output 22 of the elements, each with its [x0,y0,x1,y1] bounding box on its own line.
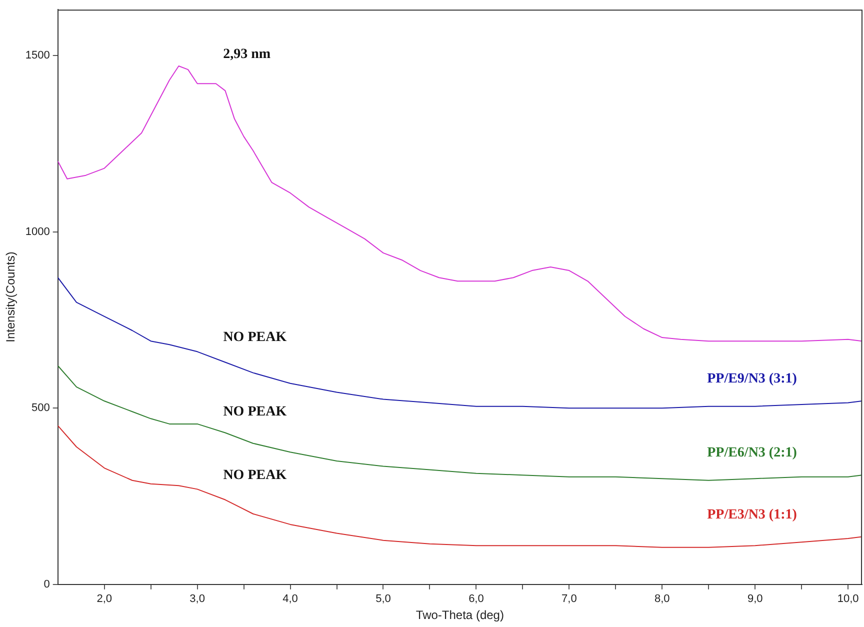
x-tick-label: 7,0 [562,593,577,606]
annotation: NO PEAK [223,404,287,420]
x-axis-title: Two-Theta (deg) [416,608,504,622]
x-tick-label: 8,0 [654,593,670,606]
series-label: PP/E9/N3 (3:1) [707,372,798,387]
annotation: 2,93 nm [223,47,271,62]
y-tick-label: 0 [44,578,50,590]
y-axis-title: Intensity(Counts) [4,252,18,342]
annotation: NO PEAK [223,330,287,345]
x-tick-label: 6,0 [468,593,484,606]
x-tick-label: 2,0 [96,593,112,606]
x-tick-label: 3,0 [190,593,205,606]
y-tick-label: 1500 [25,49,50,62]
x-tick-label: 4,0 [282,593,298,606]
x-tick-label: 10,0 [837,593,859,606]
x-tick-label: 9,0 [747,593,763,606]
annotation: NO PEAK [223,468,287,483]
series-label: PP/E3/N3 (1:1) [707,507,798,522]
y-tick-label: 1000 [25,226,50,238]
y-tick-label: 500 [32,402,50,414]
x-tick-label: 5,0 [376,593,391,606]
series-label: PP/E6/N3 (2:1) [707,446,798,461]
